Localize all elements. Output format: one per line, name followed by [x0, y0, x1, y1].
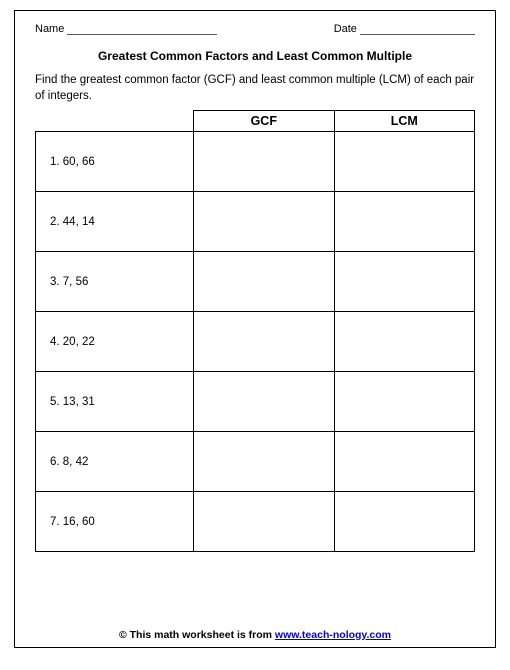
- footer-prefix: © This math worksheet is from: [119, 629, 275, 641]
- problem-cell: 7. 16, 60: [36, 492, 194, 552]
- problems-table: GCF LCM 1. 60, 662. 44, 143. 7, 564. 20,…: [35, 110, 475, 552]
- table-header-gcf: GCF: [194, 111, 334, 132]
- date-input-blank[interactable]: [360, 24, 475, 35]
- footer-attribution: © This math worksheet is from www.teach-…: [15, 629, 495, 641]
- table-row: 6. 8, 42: [36, 432, 475, 492]
- lcm-answer-cell[interactable]: [334, 312, 475, 372]
- date-field-group: Date: [334, 23, 475, 35]
- name-label: Name: [35, 23, 64, 35]
- gcf-answer-cell[interactable]: [194, 372, 334, 432]
- table-row: 2. 44, 14: [36, 192, 475, 252]
- table-row: 4. 20, 22: [36, 312, 475, 372]
- table-row: 1. 60, 66: [36, 132, 475, 192]
- lcm-answer-cell[interactable]: [334, 132, 475, 192]
- problem-cell: 2. 44, 14: [36, 192, 194, 252]
- date-label: Date: [334, 23, 357, 35]
- table-header-lcm: LCM: [334, 111, 475, 132]
- name-input-blank[interactable]: [67, 24, 217, 35]
- table-row: 5. 13, 31: [36, 372, 475, 432]
- gcf-answer-cell[interactable]: [194, 432, 334, 492]
- footer-link[interactable]: www.teach-nology.com: [275, 629, 391, 641]
- gcf-answer-cell[interactable]: [194, 312, 334, 372]
- problem-cell: 6. 8, 42: [36, 432, 194, 492]
- worksheet-frame: Name Date Greatest Common Factors and Le…: [14, 10, 496, 648]
- gcf-answer-cell[interactable]: [194, 192, 334, 252]
- table-row: 3. 7, 56: [36, 252, 475, 312]
- problem-cell: 3. 7, 56: [36, 252, 194, 312]
- gcf-answer-cell[interactable]: [194, 492, 334, 552]
- problem-cell: 4. 20, 22: [36, 312, 194, 372]
- gcf-answer-cell[interactable]: [194, 252, 334, 312]
- worksheet-title: Greatest Common Factors and Least Common…: [35, 49, 475, 63]
- problem-cell: 5. 13, 31: [36, 372, 194, 432]
- lcm-answer-cell[interactable]: [334, 252, 475, 312]
- lcm-answer-cell[interactable]: [334, 432, 475, 492]
- table-row: 7. 16, 60: [36, 492, 475, 552]
- lcm-answer-cell[interactable]: [334, 372, 475, 432]
- table-header-row: GCF LCM: [36, 111, 475, 132]
- header-line: Name Date: [35, 23, 475, 35]
- name-field-group: Name: [35, 23, 217, 35]
- lcm-answer-cell[interactable]: [334, 492, 475, 552]
- gcf-answer-cell[interactable]: [194, 132, 334, 192]
- table-header-blank: [36, 111, 194, 132]
- problem-cell: 1. 60, 66: [36, 132, 194, 192]
- lcm-answer-cell[interactable]: [334, 192, 475, 252]
- instructions-text: Find the greatest common factor (GCF) an…: [35, 73, 475, 104]
